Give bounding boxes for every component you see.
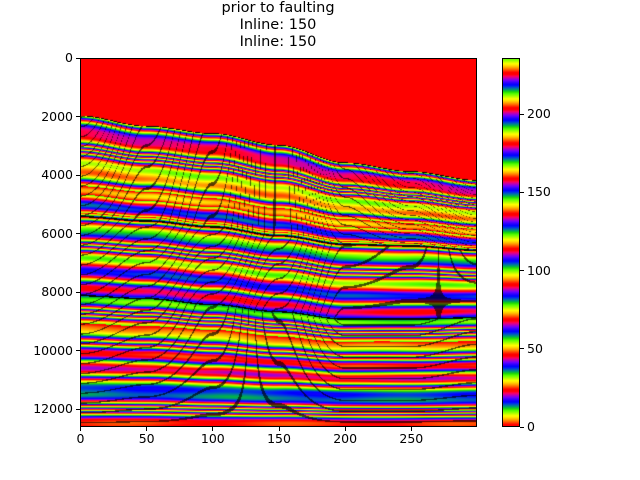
x-tick	[146, 427, 148, 431]
plot-area-frame	[80, 58, 477, 427]
y-tick-label: 4000	[41, 167, 73, 183]
y-tick-label: 12000	[33, 401, 73, 417]
colorbar	[502, 58, 520, 427]
colorbar-tick	[520, 270, 524, 272]
y-tick-label: 8000	[41, 284, 73, 300]
colorbar-tick	[520, 348, 524, 350]
colorbar-tick-label: 50	[527, 340, 543, 356]
colorbar-frame	[502, 58, 520, 427]
x-tick	[80, 427, 81, 431]
y-tick-label: 2000	[41, 108, 73, 124]
chart-subtitle-2: Inline: 150	[239, 34, 317, 50]
y-tick	[76, 291, 80, 293]
x-tick	[410, 427, 412, 431]
x-tick-label: 0	[76, 431, 85, 446]
colorbar-tick-label: 0	[527, 419, 535, 434]
colorbar-tick-label: 150	[527, 184, 551, 200]
x-tick-label: 200	[333, 431, 358, 446]
x-tick-label: 150	[267, 431, 291, 446]
colorbar-tick	[520, 113, 524, 115]
chart-title: prior to faulting	[221, 0, 335, 16]
y-tick	[76, 116, 80, 118]
y-tick	[76, 233, 80, 235]
y-tick	[76, 57, 80, 59]
y-tick	[76, 350, 80, 352]
y-tick-label: 0	[65, 50, 73, 65]
colorbar-tick	[520, 191, 524, 193]
chart-subtitle-1: Inline: 150	[239, 17, 317, 33]
y-tick	[76, 174, 80, 176]
x-tick	[278, 427, 280, 431]
x-tick-label: 250	[399, 431, 424, 446]
y-tick-label: 10000	[33, 342, 73, 358]
y-tick-label: 6000	[41, 225, 73, 241]
colorbar-tick	[520, 426, 524, 428]
colorbar-tick-label: 100	[527, 262, 551, 278]
y-tick	[76, 408, 80, 410]
seismic-image	[80, 58, 477, 427]
x-tick	[212, 427, 214, 431]
x-tick-label: 50	[138, 431, 155, 446]
x-tick	[344, 427, 346, 431]
colorbar-tick-label: 200	[527, 106, 551, 122]
x-tick-label: 100	[200, 431, 225, 446]
